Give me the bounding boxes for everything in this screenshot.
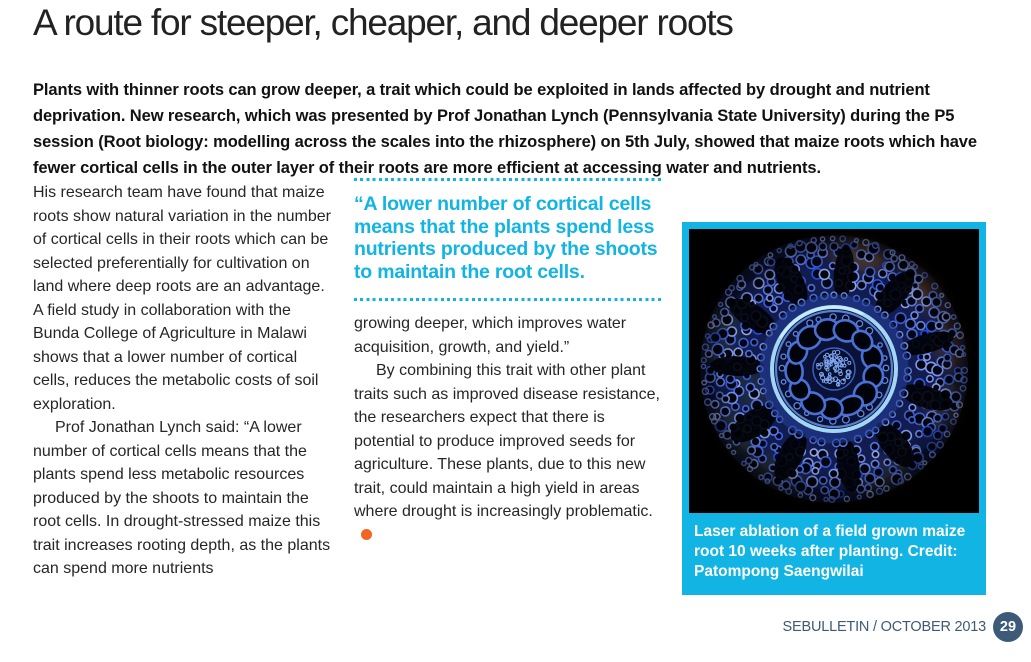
article-column-1: His research team have found that maize … [33,181,333,581]
figure-caption: Laser ablation of a field grown maize ro… [694,523,966,580]
dotted-divider-top [354,178,662,181]
dotted-divider-bottom [354,298,662,301]
body-paragraph: growing deeper, which improves water acq… [354,315,627,356]
body-paragraph-text: By combining this trait with other plant… [354,362,660,520]
body-paragraph: His research team have found that maize … [33,184,331,413]
body-paragraph: Prof Jonathan Lynch said: “A lower numbe… [33,419,331,577]
page-footer: SEBULLETIN / OCTOBER 2013 29 [783,612,1023,642]
body-paragraph: By combining this trait with other plant… [354,359,662,547]
pull-quote: “A lower number of cortical cells means … [354,178,662,301]
intro-paragraph: Plants with thinner roots can grow deepe… [33,81,977,177]
page-title: A route for steeper, cheaper, and deeper… [33,2,734,43]
maize-root-micrograph-image [689,229,979,513]
pull-quote-text: “A lower number of cortical cells means … [354,193,658,283]
article-column-2: “A lower number of cortical cells means … [354,178,662,547]
publication-name: SEBULLETIN / OCTOBER 2013 [782,619,987,635]
figure-maize-root: Laser ablation of a field grown maize ro… [682,222,986,595]
page-number-badge: 29 [993,612,1023,642]
article-end-dot-icon [361,528,372,540]
